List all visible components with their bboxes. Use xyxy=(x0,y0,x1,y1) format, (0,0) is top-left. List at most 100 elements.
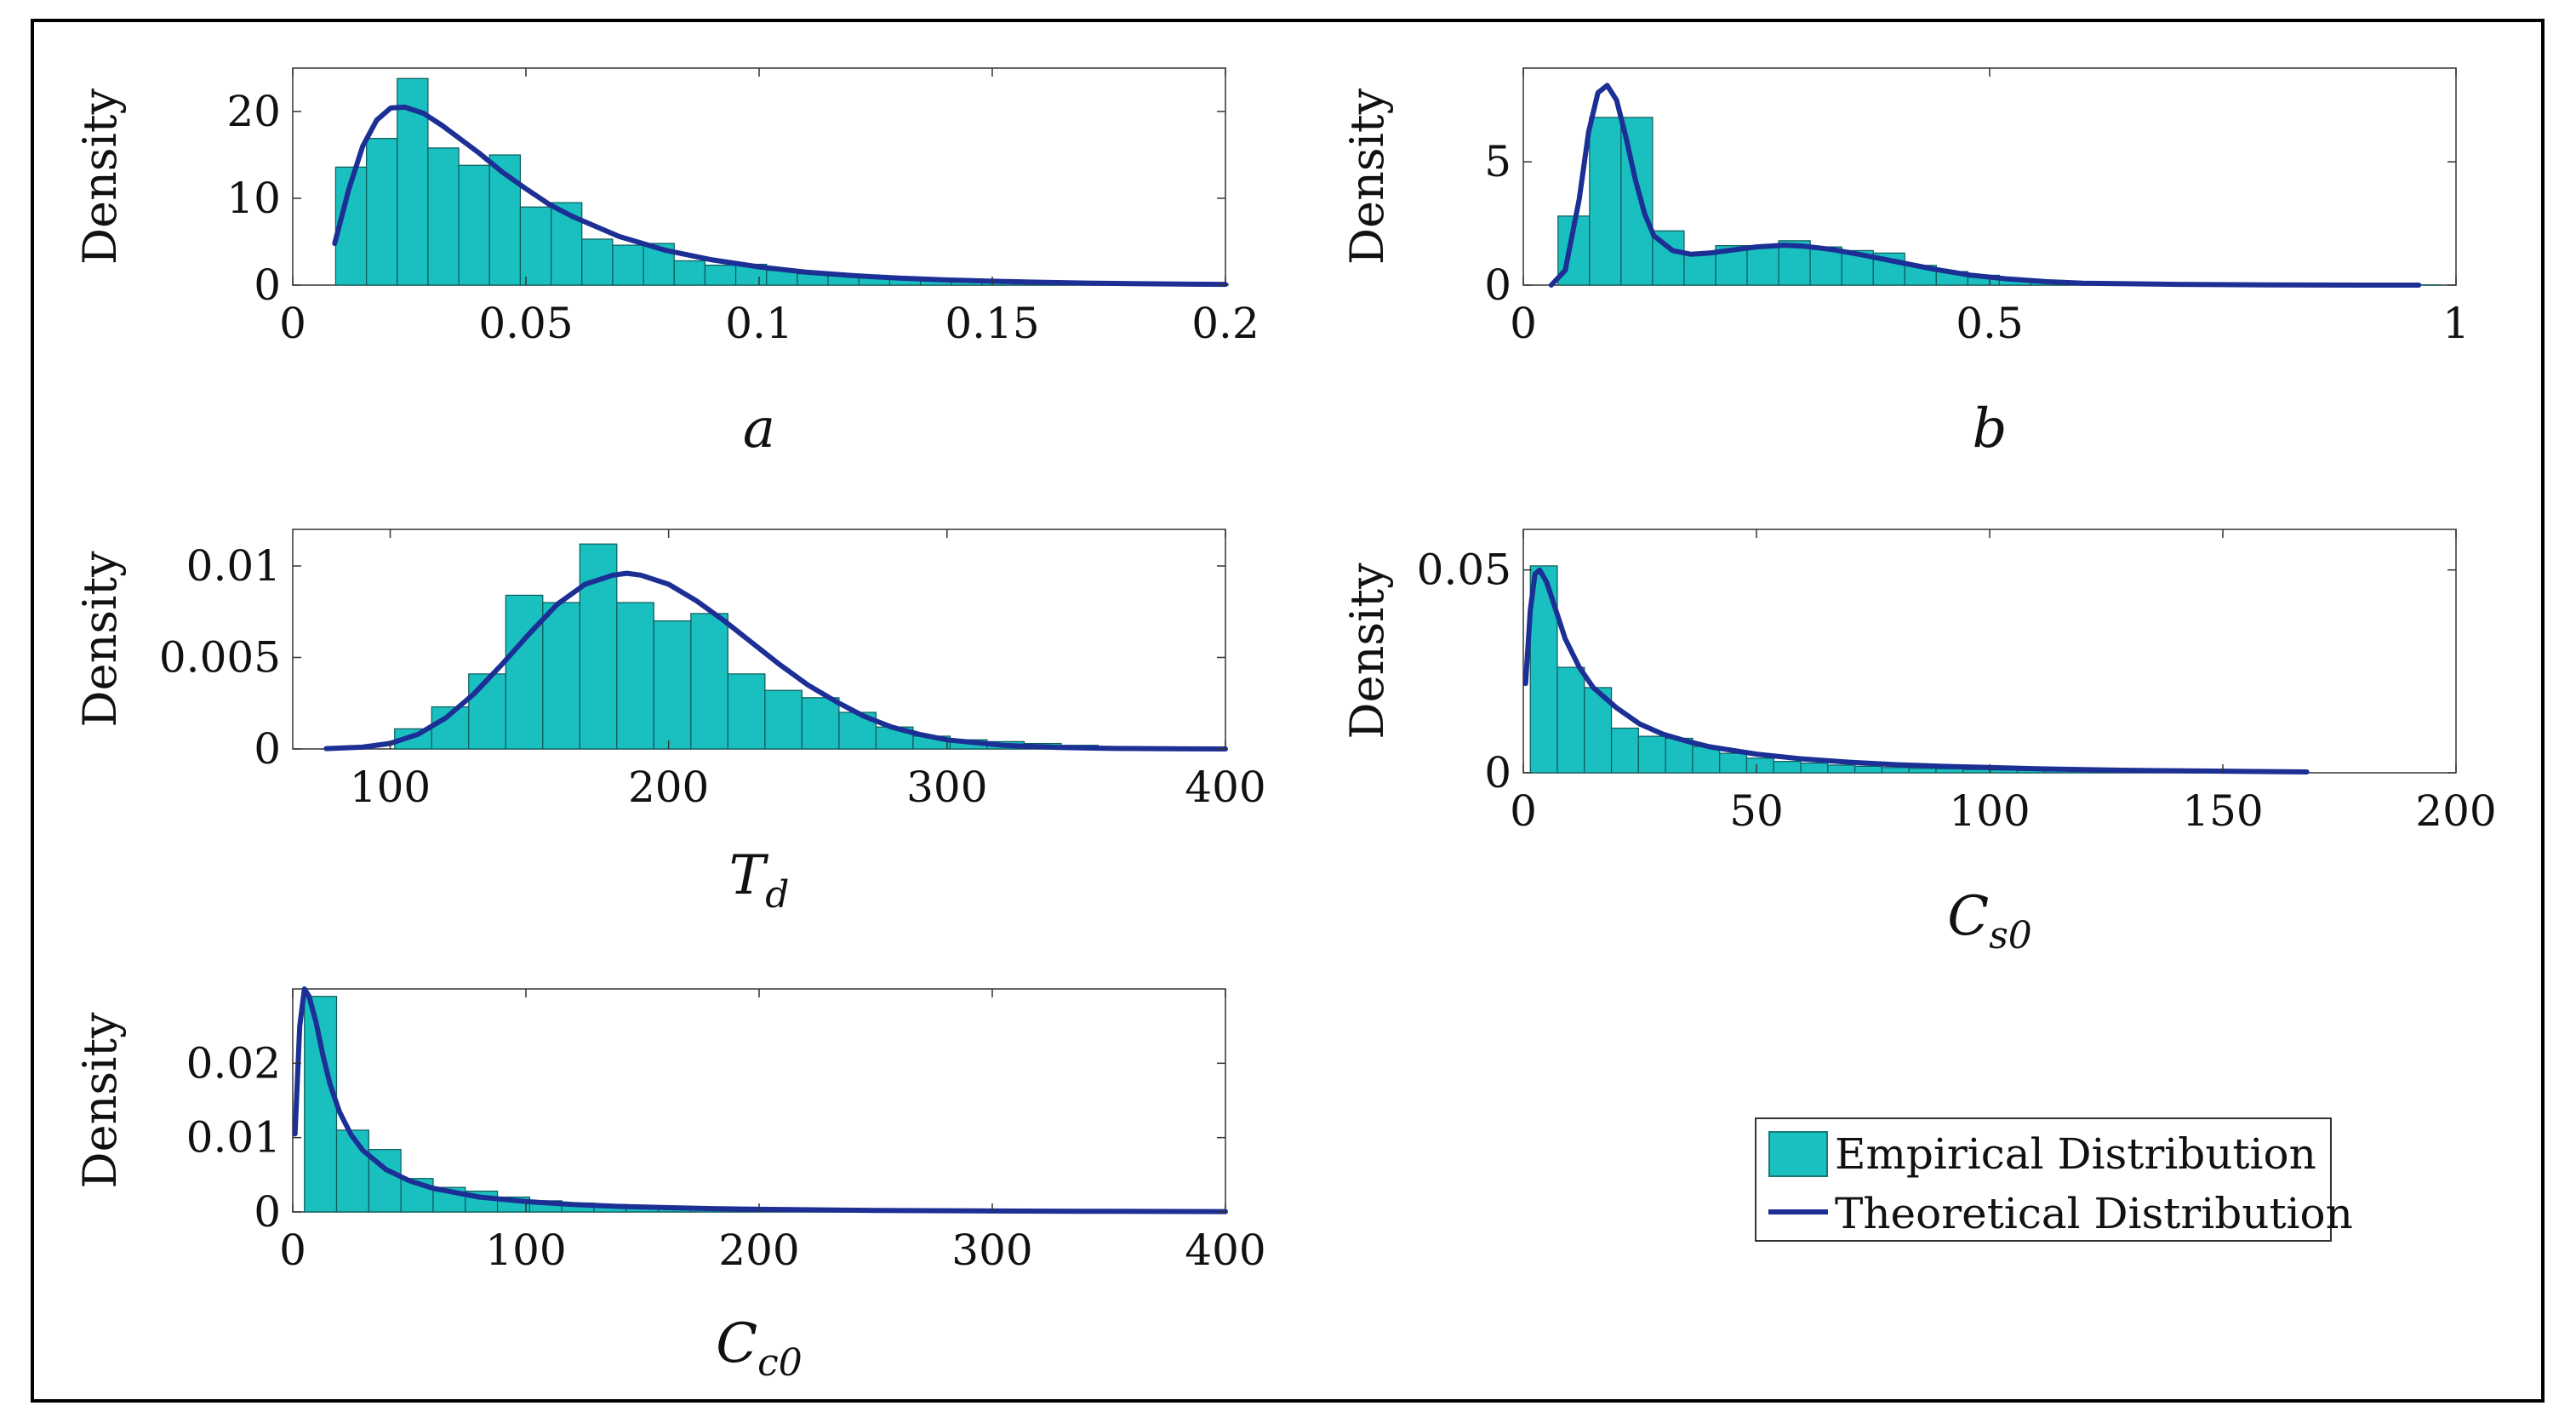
x-tick-label: 300 xyxy=(951,1226,1032,1275)
histogram-bar xyxy=(542,602,580,750)
x-tick-label: 0.15 xyxy=(945,299,1039,348)
histogram-bar xyxy=(704,264,737,286)
theoretical-line-icon xyxy=(1768,1209,1828,1214)
histogram-bar xyxy=(365,138,398,286)
chart-a: 0 0.05 0.1 0.15 0.2 0 10 20 Density a xyxy=(73,67,1259,460)
x-tick-label: 1 xyxy=(2442,299,2470,348)
chart-Cs0: 0 50 100 150 200 0 0.05 Density Cs0 xyxy=(1340,529,2497,957)
y-tick-label: 0.01 xyxy=(186,1113,281,1163)
y-tick-label: 0 xyxy=(254,1187,281,1237)
histogram-bar xyxy=(1610,727,1639,774)
x-tick-label: 400 xyxy=(1185,763,1265,812)
y-axis-label: Density xyxy=(73,1012,127,1189)
x-tick-label: 0 xyxy=(1510,299,1537,348)
chart-Td: 100 200 300 400 0 0.005 0.01 Density Td xyxy=(73,529,1266,917)
y-tick-label: 5 xyxy=(1484,137,1511,186)
x-tick-label: 0.5 xyxy=(1956,299,2024,348)
histogram-bar xyxy=(673,260,706,286)
histogram-bar xyxy=(1881,767,1910,774)
histogram-bar xyxy=(801,697,840,750)
histogram-bar xyxy=(1746,245,1779,286)
x-axis-label: Cs0 xyxy=(1947,885,2032,957)
histogram-bar xyxy=(1962,769,1991,774)
histogram-bar xyxy=(458,164,490,286)
theoretical-curve xyxy=(323,570,1228,752)
histogram-bar xyxy=(1773,761,1802,774)
histogram-bar xyxy=(505,594,544,750)
x-tick-label: 0.2 xyxy=(1191,299,1259,348)
legend-entry-theoretical: Theoretical Distribution xyxy=(1756,1184,2353,1238)
histogram-bar xyxy=(1683,252,1716,286)
x-tick-label: 400 xyxy=(1185,1226,1265,1275)
histogram-bar xyxy=(427,147,460,286)
x-tick-label: 300 xyxy=(906,763,987,812)
histogram-bar xyxy=(304,996,338,1213)
y-tick-label: 0 xyxy=(254,260,281,310)
theoretical-curve xyxy=(292,986,1228,1214)
y-axis-label: Density xyxy=(1340,88,1394,265)
x-tick-label: 0 xyxy=(1510,786,1537,836)
y-axis-label: Density xyxy=(1340,563,1394,740)
histogram-bar xyxy=(727,673,766,750)
y-tick-label: 0.05 xyxy=(1417,546,1511,595)
legend-label-empirical: Empirical Distribution xyxy=(1835,1129,2316,1179)
y-axis-label: Density xyxy=(73,551,127,728)
y-axis-label: Density xyxy=(73,88,127,265)
histogram-bar xyxy=(581,238,614,286)
y-tick-label: 0.01 xyxy=(186,541,281,591)
y-tick-label: 0.02 xyxy=(186,1038,281,1088)
y-tick-label: 10 xyxy=(226,174,281,223)
histogram-bar xyxy=(1589,117,1622,286)
histogram-bar xyxy=(1800,762,1829,774)
histogram-bar xyxy=(1556,666,1585,774)
histogram-bar xyxy=(1692,746,1721,774)
x-axis-label: a xyxy=(743,397,775,460)
histogram-bar xyxy=(612,244,644,286)
histogram-bar xyxy=(1637,735,1666,774)
y-tick-label: 20 xyxy=(226,87,281,136)
histogram-bar xyxy=(653,620,692,750)
x-tick-label: 0 xyxy=(279,299,306,348)
histogram-bar xyxy=(519,206,552,286)
histogram-bar xyxy=(468,673,506,750)
x-tick-label: 0.05 xyxy=(478,299,573,348)
theoretical-curve xyxy=(332,104,1228,288)
histogram-bar xyxy=(690,613,728,750)
x-tick-label: 200 xyxy=(628,763,709,812)
y-tick-label: 0 xyxy=(1484,748,1511,797)
histogram-bar xyxy=(1529,565,1558,774)
histogram-bar xyxy=(616,602,654,750)
y-tick-label: 0 xyxy=(254,724,281,774)
x-axis-label: Td xyxy=(729,844,790,917)
x-tick-label: 100 xyxy=(350,763,431,812)
chart-b: 0 0.5 1 0 5 Density b xyxy=(1340,67,2470,460)
legend-label-theoretical: Theoretical Distribution xyxy=(1835,1189,2353,1238)
histogram-bar xyxy=(1719,752,1748,774)
x-axis-label: Cc0 xyxy=(716,1312,803,1385)
x-tick-label: 200 xyxy=(718,1226,799,1275)
histogram-bar xyxy=(1935,768,1964,774)
histogram-bar xyxy=(1908,768,1937,774)
y-tick-label: 0 xyxy=(1484,260,1511,310)
x-tick-label: 100 xyxy=(485,1226,566,1275)
figure-frame xyxy=(31,19,2545,1403)
x-tick-label: 0 xyxy=(279,1226,306,1275)
theoretical-curve xyxy=(1548,83,2422,288)
legend-entry-empirical: Empirical Distribution xyxy=(1756,1124,2330,1179)
histogram-bar xyxy=(1745,757,1774,774)
histogram-bar xyxy=(1854,765,1883,774)
x-tick-label: 100 xyxy=(1949,786,2030,836)
x-axis-label: b xyxy=(1973,397,2008,460)
histogram-bar xyxy=(335,1129,369,1213)
legend: Empirical Distribution Theoretical Distr… xyxy=(1755,1117,2353,1242)
empirical-swatch-icon xyxy=(1768,1131,1828,1177)
chart-Cc0: 0 100 200 300 400 0 0.01 0.02 Density Cc0 xyxy=(73,986,1266,1385)
x-tick-label: 50 xyxy=(1729,786,1784,836)
theoretical-curve xyxy=(1522,567,2310,774)
histogram-bar xyxy=(1827,764,1856,774)
y-tick-label: 0.005 xyxy=(159,633,281,683)
x-tick-label: 200 xyxy=(2415,786,2496,836)
histogram-bar xyxy=(764,689,803,750)
x-tick-label: 150 xyxy=(2182,786,2263,836)
